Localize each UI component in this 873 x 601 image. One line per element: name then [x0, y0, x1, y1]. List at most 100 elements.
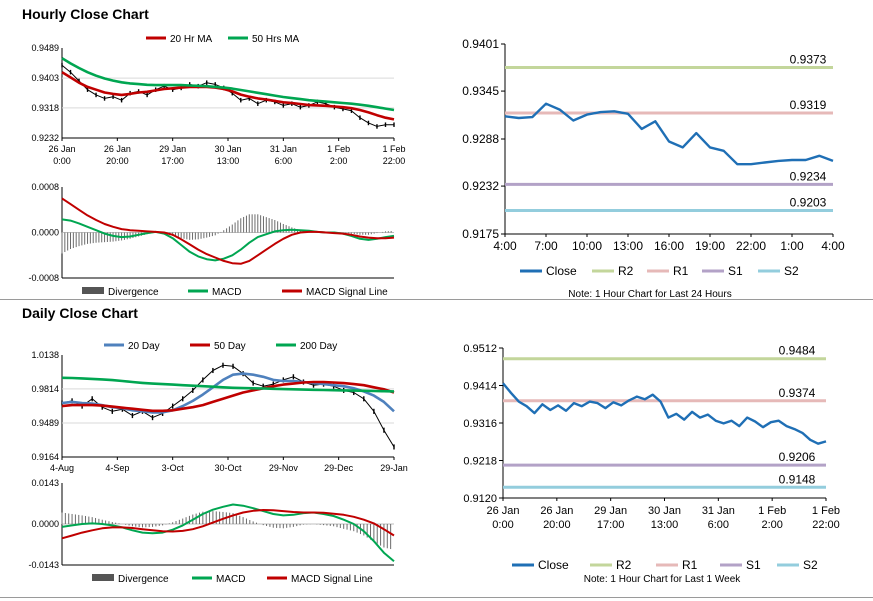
daily_close-ytick-label: 0.9218	[463, 456, 497, 468]
daily-section-title: Daily Close Chart	[22, 305, 138, 321]
hourly_close-ytick-label: 0.9175	[462, 227, 499, 241]
daily_close-xtick-label: 30 Jan	[648, 505, 681, 517]
daily_close-ytick-label: 0.9316	[463, 418, 497, 430]
daily_macd-ytick-label: 0.0143	[31, 478, 59, 488]
hourly_price-ytick-label: 0.9318	[31, 103, 59, 113]
daily_close-xtick-label: 13:00	[651, 519, 679, 531]
section-divider	[0, 299, 873, 300]
hourly_close-xtick-label: 13:00	[613, 239, 643, 253]
hourly_price-xtick-label: 6:00	[275, 156, 293, 166]
hourly_close-xtick-label: 4:00	[821, 239, 845, 253]
daily_close-legend-s1-label: S1	[746, 558, 761, 572]
daily_close-xtick-label: 17:00	[597, 519, 625, 531]
daily_close-xtick-label: 6:00	[708, 519, 729, 531]
hourly-section-title: Hourly Close Chart	[22, 6, 149, 22]
daily_close-ytick-label: 0.9120	[463, 493, 497, 505]
hourly_macd-ytick-label: -0.0008	[28, 273, 59, 283]
hourly_close-ytick-label: 0.9401	[462, 37, 499, 51]
hourly_close-xtick-label: 22:00	[736, 239, 766, 253]
hourly_price-xtick-label: 1 Feb	[327, 144, 350, 154]
daily_close-xtick-label: 31 Jan	[702, 505, 735, 517]
hourly_close-level-r2-label: 0.9373	[790, 53, 827, 67]
daily-legend-divergence-label: Divergence	[118, 574, 169, 585]
hourly_price-xtick-label: 1 Feb	[382, 144, 405, 154]
hourly_close-ytick-label: 0.9288	[462, 132, 499, 146]
daily_close-xtick-label: 2:00	[761, 519, 782, 531]
hourly_price-ytick-label: 0.9489	[31, 43, 59, 53]
daily_close-ytick-label: 0.9414	[463, 381, 497, 393]
hourly_price-xtick-label: 22:00	[383, 156, 406, 166]
hourly_price-xtick-label: 0:00	[53, 156, 71, 166]
hourly_price-xtick-label: 29 Jan	[159, 144, 186, 154]
daily_close-xtick-label: 26 Jan	[540, 505, 573, 517]
hourly_price-xtick-label: 20:00	[106, 156, 129, 166]
hourly_close-xtick-label: 7:00	[534, 239, 558, 253]
daily_close-level-r1-label: 0.9374	[779, 386, 816, 400]
daily_price-ytick-label: 1.0138	[31, 350, 59, 360]
daily_close-xtick-label: 29 Jan	[594, 505, 627, 517]
hourly_price-xtick-label: 26 Jan	[104, 144, 131, 154]
daily_close-legend-r1-label: R1	[682, 558, 698, 572]
daily_price-xtick-label: 29-Jan	[380, 463, 408, 473]
daily_close-xtick-label: 22:00	[812, 519, 840, 531]
daily_price-xtick-label: 30-Oct	[214, 463, 242, 473]
hourly_close-legend-s2-label: S2	[784, 264, 799, 278]
daily_price-ma-2-line	[61, 380, 395, 413]
hourly_price-xtick-label: 13:00	[217, 156, 240, 166]
daily-legend-200day-label: 200 Day	[300, 341, 337, 352]
hourly_macd-ytick-label: 0.0008	[31, 182, 59, 192]
daily_close-level-s1-label: 0.9206	[779, 450, 816, 464]
daily_close-xtick-label: 26 Jan	[486, 505, 519, 517]
daily-legend-20day-label: 20 Day	[128, 341, 160, 352]
daily_close-xtick-label: 0:00	[492, 519, 513, 531]
hourly_price-ytick-label: 0.9232	[31, 133, 59, 143]
daily_macd-ytick-label: -0.0143	[28, 560, 59, 570]
hourly_price-xtick-label: 30 Jan	[214, 144, 241, 154]
daily_close-legend-close-label: Close	[538, 558, 569, 572]
hourly-legend-divergence-swatch	[82, 287, 104, 294]
hourly_close-xtick-label: 16:00	[654, 239, 684, 253]
hourly_close-xtick-label: 10:00	[572, 239, 602, 253]
hourly_price-ytick-label: 0.9403	[31, 73, 59, 83]
daily-legend-macd-label: MACD	[216, 574, 245, 585]
hourly_price-xtick-label: 31 Jan	[270, 144, 297, 154]
hourly_close-legend-r2-label: R2	[618, 264, 634, 278]
daily-legend-50day-label: 50 Day	[214, 341, 246, 352]
hourly_close-xtick-label: 1:00	[780, 239, 804, 253]
hourly_price-xtick-label: 2:00	[330, 156, 348, 166]
hourly_macd-ytick-label: 0.0000	[31, 228, 59, 238]
daily_price-xtick-label: 29-Dec	[324, 463, 354, 473]
daily_close-xtick-label: 1 Feb	[812, 505, 840, 517]
daily_macd-signal-line	[61, 509, 395, 540]
daily-legend-divergence-swatch	[92, 574, 114, 581]
hourly_price-xtick-label: 26 Jan	[48, 144, 75, 154]
hourly-legend-20hr-ma-label: 20 Hr MA	[170, 34, 213, 45]
daily_price-ytick-label: 0.9814	[31, 384, 59, 394]
daily_price-xtick-label: 3-Oct	[162, 463, 185, 473]
hourly-legend-divergence-label: Divergence	[108, 287, 159, 298]
hourly_close-legend-s1-label: S1	[728, 264, 743, 278]
hourly_price-ma-2-line	[61, 57, 395, 112]
bottom-divider	[0, 597, 873, 598]
daily_macd-ytick-label: 0.0000	[31, 519, 59, 529]
hourly_close-xtick-label: 19:00	[695, 239, 725, 253]
daily_price-ma-3-line	[61, 376, 395, 393]
hourly_close-ytick-label: 0.9232	[462, 179, 499, 193]
daily_macd-macd-line	[61, 503, 395, 563]
hourly_close-xtick-label: 4:00	[493, 239, 517, 253]
hourly_close-level-r1-label: 0.9319	[790, 98, 827, 112]
daily_close-xtick-label: 1 Feb	[758, 505, 786, 517]
daily_close-xtick-label: 20:00	[543, 519, 571, 531]
hourly_close-note: Note: 1 Hour Chart for Last 24 Hours	[568, 289, 731, 300]
daily_close-level-r2-label: 0.9484	[779, 344, 816, 358]
daily_price-xtick-label: 29-Nov	[269, 463, 299, 473]
daily_close-ytick-label: 0.9512	[463, 343, 497, 355]
hourly-legend-signal-label: MACD Signal Line	[306, 287, 388, 298]
daily_close-note: Note: 1 Hour Chart for Last 1 Week	[584, 574, 742, 585]
daily_price-ytick-label: 0.9489	[31, 418, 59, 428]
hourly_close-level-s1-label: 0.9234	[790, 169, 827, 183]
hourly_close-legend-close-label: Close	[546, 264, 577, 278]
hourly_price-ma-1-line	[61, 71, 395, 121]
hourly_close-close-line	[504, 102, 834, 166]
